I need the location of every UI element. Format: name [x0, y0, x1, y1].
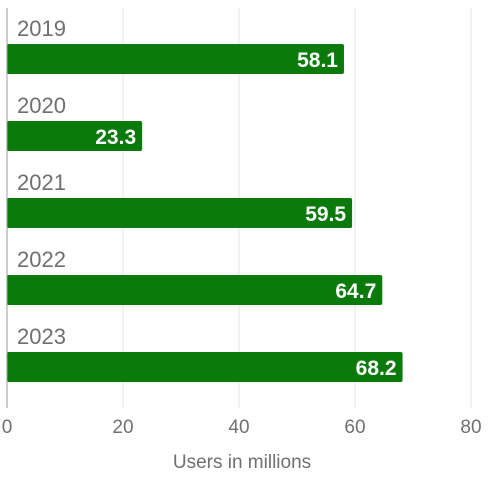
category-labels: 2019 2020 2021 2022 2023 [17, 16, 66, 349]
bar-2019 [7, 44, 344, 74]
value-labels: 58.1 23.3 59.5 64.7 68.2 [95, 49, 396, 380]
bar-2021 [7, 198, 353, 228]
category-label: 2020 [17, 93, 66, 118]
value-label: 64.7 [335, 280, 376, 303]
bar-2020 [7, 121, 143, 151]
value-label: 23.3 [95, 126, 136, 149]
bars [7, 44, 403, 382]
x-axis-ticks: 0 20 40 60 80 [2, 417, 482, 438]
bar-2023 [7, 352, 403, 382]
value-label: 58.1 [297, 49, 338, 72]
bar-2022 [7, 275, 383, 305]
x-tick-label: 20 [112, 417, 133, 438]
x-tick-label: 40 [228, 417, 249, 438]
category-label: 2019 [17, 16, 66, 41]
category-label: 2022 [17, 247, 66, 272]
x-tick-label: 80 [460, 417, 481, 438]
x-tick-label: 60 [344, 417, 365, 438]
category-label: 2021 [17, 170, 66, 195]
x-axis-title: Users in millions [173, 452, 311, 473]
value-label: 68.2 [356, 357, 397, 380]
category-label: 2023 [17, 324, 66, 349]
value-label: 59.5 [305, 203, 346, 226]
x-tick-label: 0 [2, 417, 13, 438]
